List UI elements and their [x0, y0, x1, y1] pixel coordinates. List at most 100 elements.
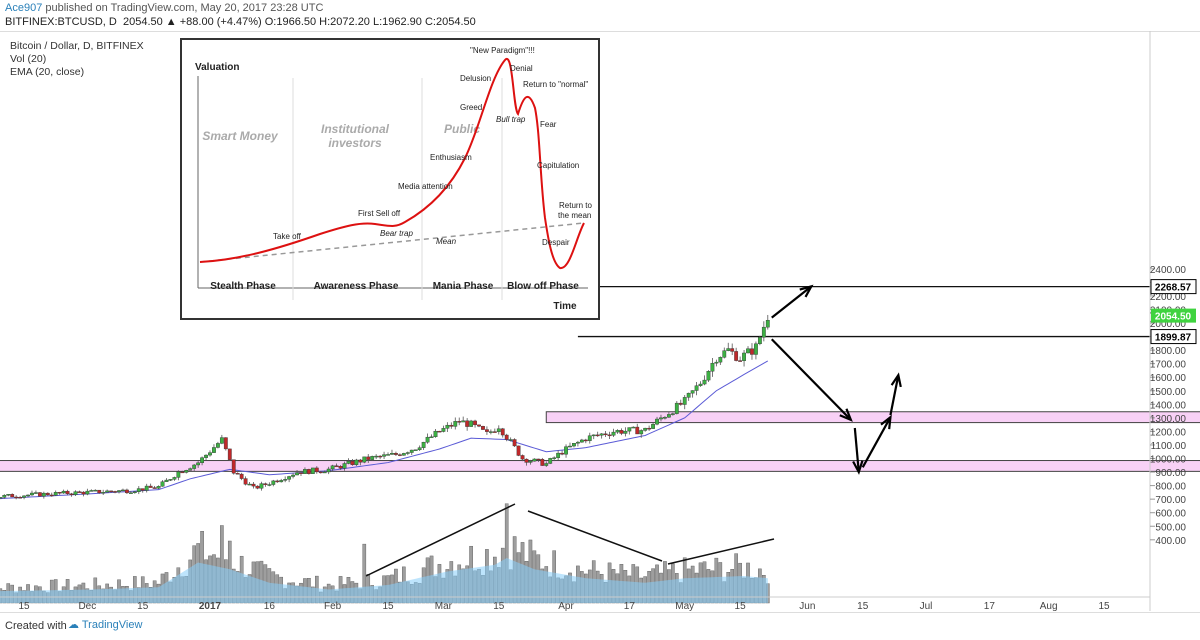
candle-up — [552, 457, 557, 459]
ann-fear: Fear — [540, 120, 557, 129]
legend-ema[interactable]: EMA (20, close) — [10, 66, 85, 78]
price-label-box — [1150, 279, 1197, 295]
time-tick-label: Mar — [435, 601, 453, 611]
candle-up — [41, 492, 46, 497]
ann-enthusiasm: Enthusiasm — [430, 153, 472, 162]
candle-up — [718, 357, 723, 363]
candle-down — [97, 489, 102, 494]
candle-down — [449, 424, 454, 427]
candle-up — [382, 454, 386, 457]
ann-greed: Greed — [460, 103, 482, 112]
candle-up — [670, 413, 675, 415]
author-link[interactable]: Ace907 — [5, 2, 43, 14]
candle-up — [322, 471, 327, 474]
candle-down — [540, 459, 545, 466]
candle-up — [548, 458, 553, 464]
candle-up — [532, 458, 537, 462]
candle-up — [666, 414, 671, 418]
ann-first-sell-off: First Sell off — [358, 209, 401, 218]
price-tick-label: 1400.00 — [1150, 400, 1187, 411]
candle-up — [342, 463, 347, 469]
candle-up — [22, 495, 26, 498]
candle-down — [334, 465, 339, 467]
candle-up — [0, 497, 3, 499]
volume-ma-area — [0, 558, 768, 603]
price-label-box — [1151, 308, 1196, 323]
price-chart[interactable]: 400.00 500.00 600.00 700.00 800.00 900.00 1000… — [0, 31, 1200, 611]
candle-up — [564, 446, 568, 455]
time-tick-label: 15 — [735, 601, 747, 611]
candle-up — [611, 431, 616, 436]
price-tick-label: 1000.00 — [1150, 455, 1187, 466]
phase-title-smart-money: Smart Money — [202, 129, 279, 143]
time-tick-label: 2017 — [199, 601, 222, 611]
candle-down — [607, 434, 612, 437]
candle-up — [568, 445, 572, 448]
phase-blow-off: Blow off Phase — [507, 281, 579, 292]
ann-despair: Despair — [542, 238, 570, 247]
publish-info: published on TradingView.com, May 20, 20… — [45, 2, 324, 14]
candle-up — [655, 418, 659, 425]
time-tick-label: 15 — [857, 601, 869, 611]
candle-up — [686, 392, 691, 398]
candle-up — [204, 454, 208, 458]
candle-up — [192, 464, 197, 469]
candle-up — [445, 424, 450, 429]
header-bar: Ace907 published on TradingView.com, May… — [0, 0, 1200, 30]
candle-up — [682, 397, 687, 405]
phase-title-public: Public — [444, 122, 480, 136]
candle-up — [136, 488, 141, 492]
candle-down — [583, 439, 588, 442]
candle-down — [69, 493, 74, 496]
candle-up — [401, 453, 406, 456]
candle-up — [53, 492, 58, 496]
candle-up — [714, 361, 719, 364]
price-tick-label: 1700.00 — [1150, 360, 1187, 371]
tradingview-logo-icon: ☁ — [68, 619, 79, 631]
candle-up — [310, 467, 315, 474]
price-label-text: 2268.57 — [1155, 283, 1192, 294]
candle-up — [85, 490, 90, 495]
candle-down — [227, 448, 232, 460]
legend-vol[interactable]: Vol (20) — [10, 53, 47, 65]
candle-up — [101, 492, 106, 494]
candle-down — [243, 478, 248, 485]
candle-down — [520, 455, 525, 460]
time-axis[interactable]: 15 Dec 15 2017 16 Feb 15 Mar 15 Apr 17 May 15 Jun 15 Ju… — [0, 596, 1150, 611]
candle-down — [350, 460, 355, 465]
candle-up — [160, 481, 165, 487]
candle-down — [647, 427, 652, 430]
candle-down — [394, 453, 398, 455]
candle-up — [30, 492, 34, 496]
price-label-box — [1150, 329, 1197, 345]
candle-up — [132, 491, 137, 493]
candle-up — [461, 420, 466, 423]
candle-up — [188, 468, 193, 471]
candle-up — [176, 471, 181, 478]
candle-up — [287, 476, 292, 480]
time-tick-label: 17 — [984, 601, 996, 611]
price-tick-label: 400.00 — [1155, 536, 1186, 547]
volume-trendline-down — [527, 510, 663, 562]
candle-down — [148, 485, 153, 488]
candle-up — [429, 436, 434, 439]
candle-up — [386, 454, 390, 456]
candle-up — [61, 490, 66, 494]
candle-up — [354, 459, 359, 465]
phase-mania: Mania Phase — [433, 281, 494, 292]
candle-down — [481, 426, 485, 430]
candle-down — [500, 428, 505, 436]
candle-down — [457, 421, 462, 423]
chart-frame[interactable] — [0, 31, 1200, 613]
ann-media-attention: Media attention — [398, 182, 453, 191]
candle-up — [117, 490, 121, 493]
candles-layer — [0, 314, 770, 500]
candle-up — [746, 348, 750, 354]
candle-up — [453, 421, 458, 427]
time-tick-label: 15 — [493, 601, 505, 611]
candle-down — [635, 426, 640, 435]
candle-up — [200, 457, 204, 464]
candle-up — [362, 456, 367, 463]
candle-up — [698, 383, 703, 386]
tradingview-brand[interactable]: ☁ TradingView — [68, 618, 142, 631]
